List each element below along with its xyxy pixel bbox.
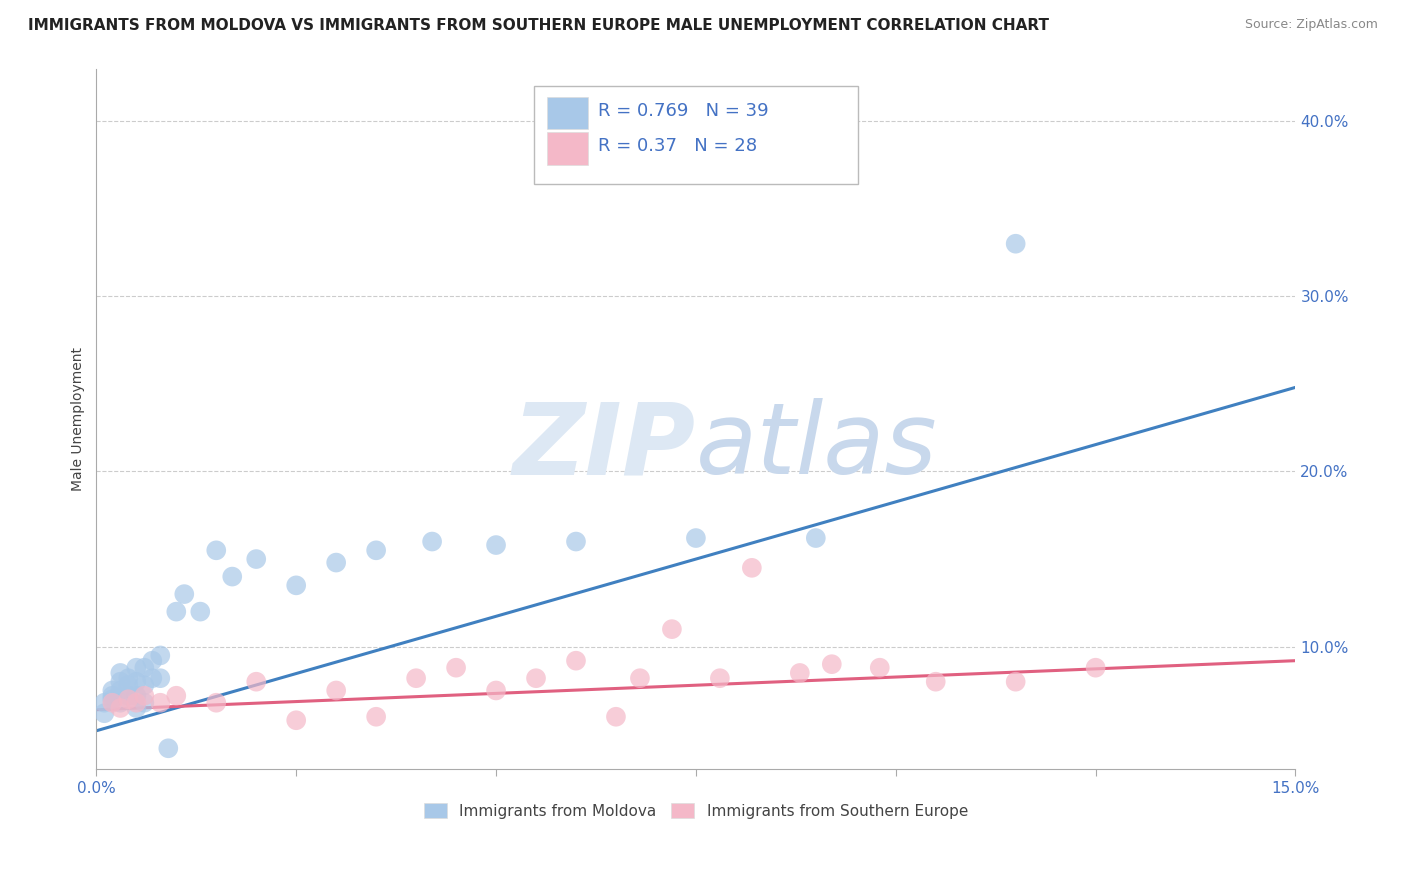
Text: ZIP: ZIP: [513, 399, 696, 495]
FancyBboxPatch shape: [534, 86, 858, 184]
Point: [165, 689, 187, 703]
Point: [685, 531, 707, 545]
Point: [125, 689, 148, 703]
Point: [141, 671, 163, 685]
Point: [125, 696, 148, 710]
Point: [366, 710, 388, 724]
Point: [789, 665, 811, 680]
Point: [117, 678, 139, 692]
Point: [157, 741, 180, 756]
Point: [1004, 236, 1026, 251]
Text: R = 0.769   N = 39: R = 0.769 N = 39: [598, 103, 768, 120]
Point: [110, 683, 132, 698]
Point: [821, 657, 844, 672]
Point: [134, 689, 156, 703]
Point: [661, 622, 683, 636]
Point: [325, 683, 347, 698]
Point: [173, 587, 195, 601]
Point: [221, 569, 243, 583]
FancyBboxPatch shape: [547, 97, 588, 129]
Point: [125, 661, 148, 675]
Point: [565, 534, 588, 549]
Point: [485, 683, 508, 698]
Point: [149, 671, 172, 685]
Point: [325, 556, 347, 570]
Point: [117, 692, 139, 706]
Point: [366, 543, 388, 558]
Point: [245, 552, 267, 566]
Point: [141, 654, 163, 668]
Point: [869, 661, 891, 675]
Point: [93, 696, 115, 710]
Point: [605, 710, 627, 724]
FancyBboxPatch shape: [547, 132, 588, 164]
Point: [134, 678, 156, 692]
Point: [101, 689, 124, 703]
Point: [925, 674, 948, 689]
Point: [125, 674, 148, 689]
Point: [1084, 661, 1107, 675]
Point: [804, 531, 827, 545]
Point: [188, 605, 211, 619]
Point: [110, 701, 132, 715]
Point: [524, 671, 547, 685]
Point: [628, 671, 651, 685]
Text: atlas: atlas: [696, 399, 938, 495]
Point: [110, 696, 132, 710]
Point: [149, 696, 172, 710]
Point: [1004, 674, 1026, 689]
Point: [117, 689, 139, 703]
Point: [101, 696, 124, 710]
Point: [245, 674, 267, 689]
Point: [101, 683, 124, 698]
Point: [741, 561, 763, 575]
Point: [444, 661, 467, 675]
Point: [420, 534, 443, 549]
Point: [565, 654, 588, 668]
Point: [285, 578, 308, 592]
Point: [149, 648, 172, 663]
Text: Source: ZipAtlas.com: Source: ZipAtlas.com: [1244, 18, 1378, 31]
Point: [165, 605, 187, 619]
Point: [101, 692, 124, 706]
Point: [117, 671, 139, 685]
Point: [134, 661, 156, 675]
Point: [405, 671, 427, 685]
Point: [709, 671, 731, 685]
Point: [285, 713, 308, 727]
Point: [205, 696, 228, 710]
Text: IMMIGRANTS FROM MOLDOVA VS IMMIGRANTS FROM SOUTHERN EUROPE MALE UNEMPLOYMENT COR: IMMIGRANTS FROM MOLDOVA VS IMMIGRANTS FR…: [28, 18, 1049, 33]
Point: [485, 538, 508, 552]
Y-axis label: Male Unemployment: Male Unemployment: [72, 347, 86, 491]
Point: [125, 701, 148, 715]
Point: [205, 543, 228, 558]
Text: R = 0.37   N = 28: R = 0.37 N = 28: [598, 137, 756, 155]
Point: [110, 674, 132, 689]
Point: [110, 665, 132, 680]
Legend: Immigrants from Moldova, Immigrants from Southern Europe: Immigrants from Moldova, Immigrants from…: [418, 797, 974, 825]
Point: [134, 696, 156, 710]
Point: [93, 706, 115, 721]
